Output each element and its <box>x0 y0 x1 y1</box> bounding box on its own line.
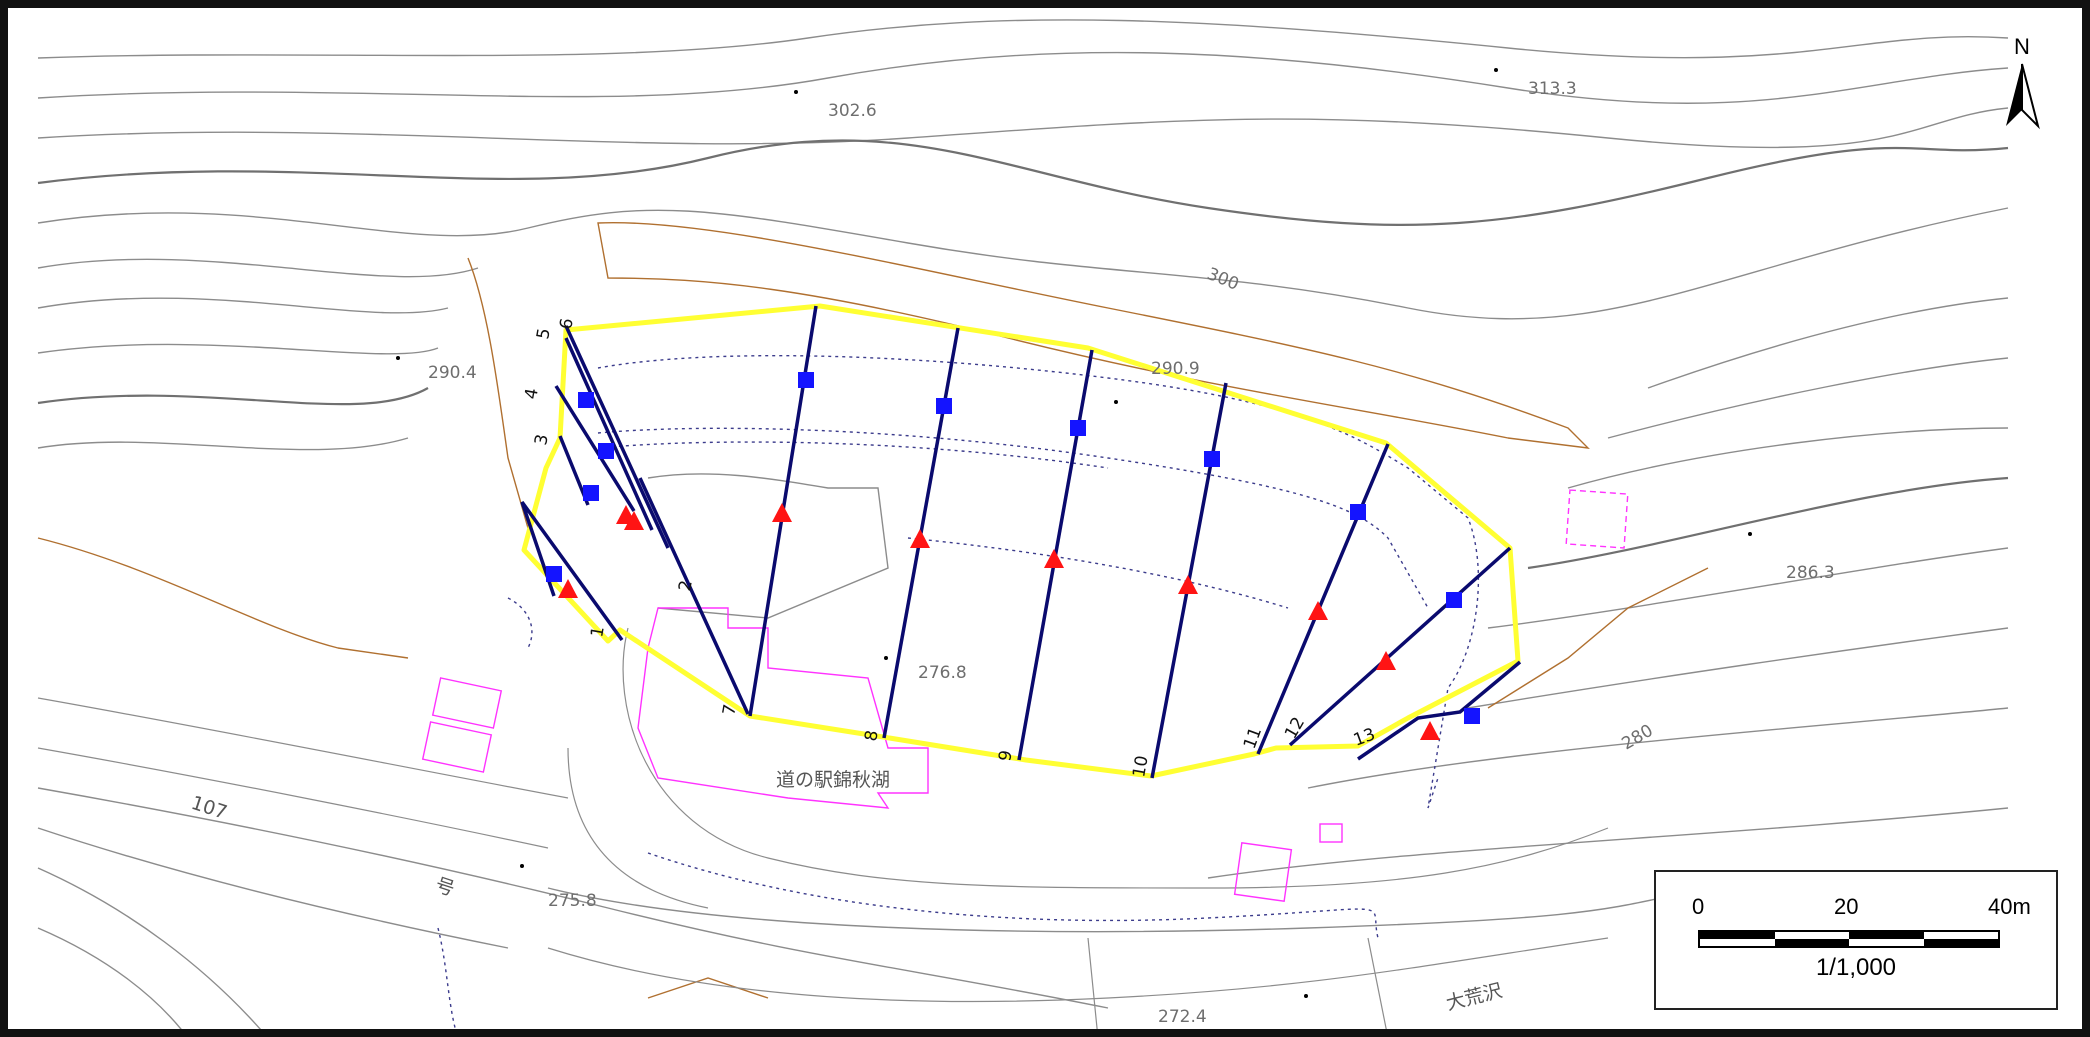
contour-lines <box>37 19 2009 1029</box>
line-number-label: 5 <box>533 327 555 341</box>
scale-label-end: 40m <box>1988 894 2031 919</box>
square-marker-icon <box>1350 504 1366 520</box>
square-marker-icon <box>798 372 814 388</box>
line-number-label: 6 <box>556 317 578 331</box>
triangle-marker-icon <box>1308 601 1328 620</box>
elevation-label: 275.8 <box>548 891 597 911</box>
north-label: N <box>2014 34 2030 59</box>
square-marker-icon <box>1464 708 1480 724</box>
survey-boundary <box>521 303 1521 779</box>
buildings <box>421 489 1629 903</box>
triangle-marker-icon <box>772 503 792 522</box>
spot-point <box>1114 400 1118 404</box>
triangle-marker-icon <box>910 529 930 548</box>
scale-ratio: 1/1,000 <box>1815 954 1897 981</box>
old-contours <box>37 221 1709 999</box>
triangle-marker-icon <box>1044 549 1064 568</box>
square-marker-icon <box>1070 420 1086 436</box>
elevation-label: 290.9 <box>1151 359 1200 379</box>
spot-point <box>1494 68 1498 72</box>
square-marker-icon <box>936 398 952 414</box>
square-marker-icon <box>598 443 614 459</box>
survey-line <box>638 477 750 715</box>
survey-line <box>564 337 654 531</box>
place-label-michinoeki: 道の駅錦秋湖 <box>776 769 890 791</box>
scale-legend: 0 20 40m 1/1,000 <box>1654 870 2058 1010</box>
spot-point <box>1748 532 1752 536</box>
elevation-label: 313.3 <box>1528 79 1577 99</box>
square-marker-icon <box>546 566 562 582</box>
slope-lines <box>437 354 1480 1029</box>
line-number-label: 3 <box>531 433 553 447</box>
elevation-label: 276.8 <box>918 663 967 683</box>
spot-point <box>794 90 798 94</box>
line-number-label: 7 <box>719 703 741 717</box>
elevation-label: 272.4 <box>1158 1007 1207 1027</box>
triangle-marker-icon <box>624 511 644 530</box>
line-number-label: 9 <box>995 749 1017 763</box>
elevation-label: 286.3 <box>1786 563 1835 583</box>
markers <box>546 372 1480 740</box>
north-arrow: N <box>2000 34 2044 134</box>
roads <box>37 627 1609 1029</box>
line-number-label: 2 <box>675 579 697 593</box>
square-marker-icon <box>583 485 599 501</box>
spot-point <box>884 656 888 660</box>
line-number-label: 1 <box>587 625 609 639</box>
square-marker-icon <box>578 392 594 408</box>
spot-point <box>520 864 524 868</box>
square-marker-icon <box>1446 592 1462 608</box>
survey-line <box>564 325 670 549</box>
square-marker-icon <box>1204 451 1220 467</box>
survey-line <box>554 385 636 512</box>
elevation-label: 302.6 <box>828 101 877 121</box>
triangle-marker-icon <box>1420 721 1440 740</box>
elevation-labels: 302.6 313.3 290.4 290.9 286.3 276.8 275.… <box>396 68 1835 1027</box>
line-number-label: 8 <box>861 729 883 743</box>
survey-line <box>1288 546 1512 747</box>
contour-label: 300 <box>1204 264 1242 295</box>
spot-point <box>1304 994 1308 998</box>
north-arrow-icon <box>2006 63 2040 130</box>
triangle-marker-icon <box>1376 651 1396 670</box>
survey-lines <box>520 305 1522 779</box>
route-number-label: 107 <box>188 792 229 824</box>
line-number-label: 10 <box>1129 754 1152 779</box>
line-number-labels: 1 2 3 4 5 6 7 8 9 10 11 12 13 <box>521 317 1378 779</box>
line-number-label: 4 <box>521 387 543 401</box>
scale-label-zero: 0 <box>1692 894 1705 919</box>
line-number-label: 12 <box>1281 714 1309 743</box>
scale-bar <box>1698 930 2000 948</box>
triangle-marker-icon <box>1178 575 1198 594</box>
survey-line <box>520 500 624 642</box>
spot-point <box>396 356 400 360</box>
topographic-map: 302.6 313.3 290.4 290.9 286.3 276.8 275.… <box>37 19 2009 1029</box>
triangle-marker-icon <box>558 579 578 598</box>
scale-label-mid: 20 <box>1834 894 1859 919</box>
route-suffix-label: 号 <box>432 874 457 901</box>
survey-line <box>1357 660 1522 761</box>
elevation-label: 290.4 <box>428 363 477 383</box>
place-label-oarasawa: 大荒沢 <box>1444 980 1505 1015</box>
survey-line <box>1256 443 1390 755</box>
contour-label: 280 <box>1619 721 1657 755</box>
